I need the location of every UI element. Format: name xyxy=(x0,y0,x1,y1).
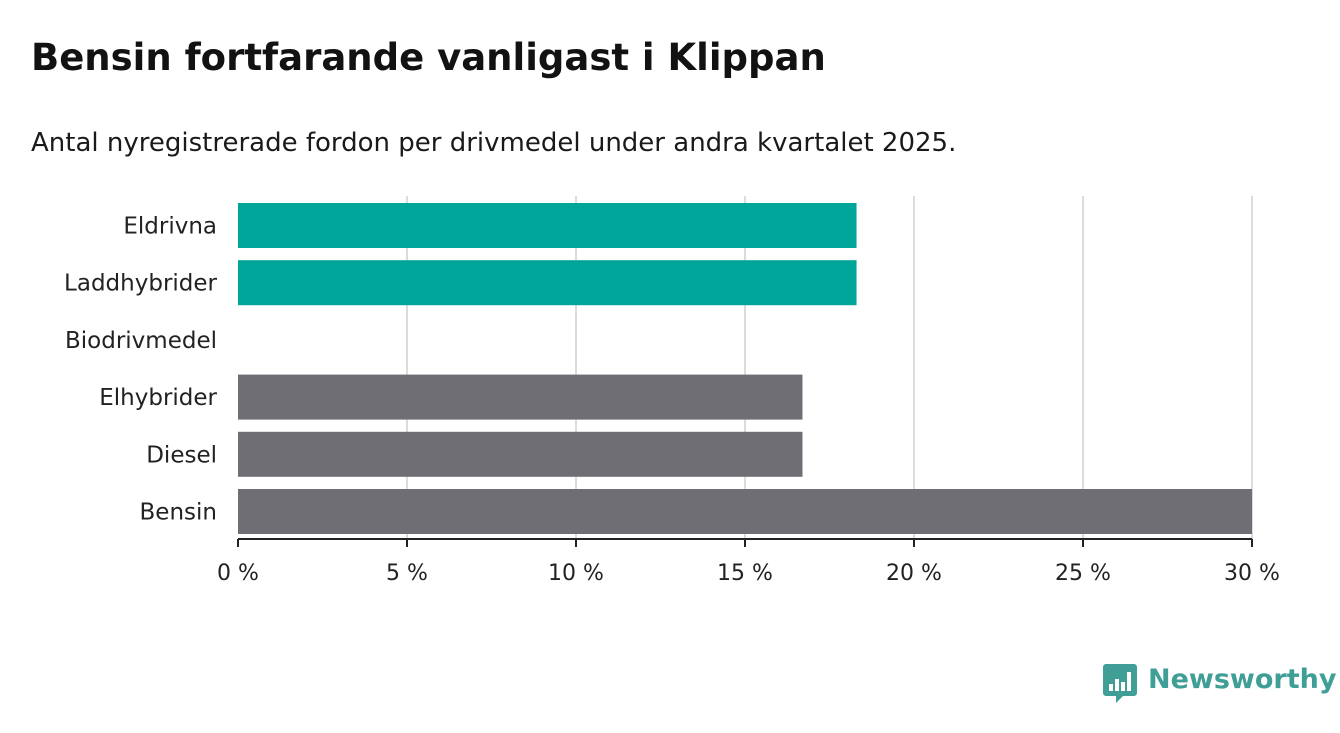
bars xyxy=(238,203,1252,534)
bar-elhybrider xyxy=(238,374,803,420)
x-tick-label: 25 % xyxy=(1055,561,1111,586)
x-tick-label: 20 % xyxy=(886,561,942,586)
x-tick-label: 10 % xyxy=(548,561,604,586)
category-label: Bensin xyxy=(140,500,217,526)
x-tick-label: 15 % xyxy=(717,561,773,586)
category-label: Eldrivna xyxy=(123,214,217,240)
chart-subtitle: Antal nyregistrerade fordon per drivmede… xyxy=(31,128,957,158)
bar-laddhybrider xyxy=(238,260,857,306)
bar-chart-speech-bubble-icon xyxy=(1103,664,1137,703)
bar-diesel xyxy=(238,431,803,477)
category-label: Diesel xyxy=(146,442,217,468)
bar-bensin xyxy=(238,489,1252,534)
x-axis: 0 % 5 % 10 % 15 % 20 % 25 % 30 % xyxy=(217,538,1280,586)
x-tick-label: 0 % xyxy=(217,561,259,586)
chart-title: Bensin fortfarande vanligast i Klippan xyxy=(31,36,826,79)
category-label: Laddhybrider xyxy=(64,271,217,297)
bar-eldrivna xyxy=(238,203,857,248)
grid-lines xyxy=(406,196,1253,539)
category-label: Elhybrider xyxy=(99,385,217,411)
category-labels: Eldrivna Laddhybrider Biodrivmedel Elhybrid… xyxy=(64,214,217,526)
brand-name: Newsworthy xyxy=(1148,664,1337,695)
newsworthy-logo: Newsworthy xyxy=(1103,662,1336,706)
category-label: Biodrivmedel xyxy=(65,328,217,354)
x-tick-label: 30 % xyxy=(1224,561,1280,586)
x-tick-label: 5 % xyxy=(386,561,428,586)
